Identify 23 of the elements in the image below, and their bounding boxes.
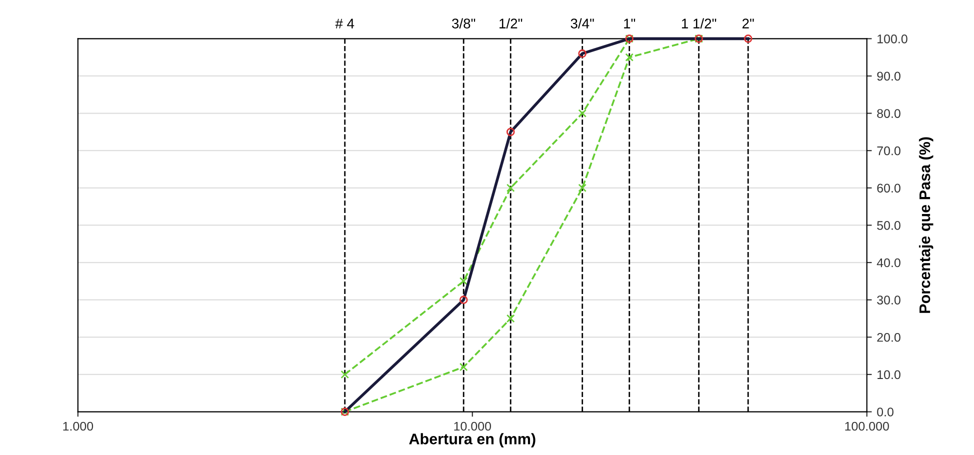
text: 1/2" — [500, 18, 522, 28]
y-tick-label: 0.0 — [877, 408, 894, 416]
y-tick-label: 80.0 — [877, 109, 900, 118]
y-tick-label: 10.0 — [878, 370, 900, 380]
text: 3/8" — [452, 18, 476, 28]
y-axis-title: Porcentaje que Pasa (%) — [918, 137, 934, 313]
y-tick-label: 40.0 — [876, 258, 900, 268]
y-tick-label: 50.0 — [877, 221, 900, 230]
text: # 4 — [335, 18, 354, 28]
text: 2" — [742, 18, 754, 28]
x-axis-title: Abertura en (mm) — [409, 433, 536, 448]
text: 1" — [624, 18, 636, 28]
x-tick-label: 1.000 — [63, 422, 94, 431]
y-tick-label: 70.0 — [877, 146, 900, 156]
y-tick-label: 100.0 — [878, 34, 908, 44]
x-tick-label: 100.000 — [845, 422, 889, 431]
y-tick-label: 90.0 — [877, 72, 900, 81]
text: 1 1/2" — [682, 18, 716, 28]
text: 3/4" — [570, 18, 594, 28]
y-tick-label: 20.0 — [877, 332, 900, 342]
y-tick-label: 60.0 — [877, 184, 900, 193]
y-tick-label: 30.0 — [877, 296, 900, 304]
x-tick-label: 10.000 — [454, 422, 492, 431]
